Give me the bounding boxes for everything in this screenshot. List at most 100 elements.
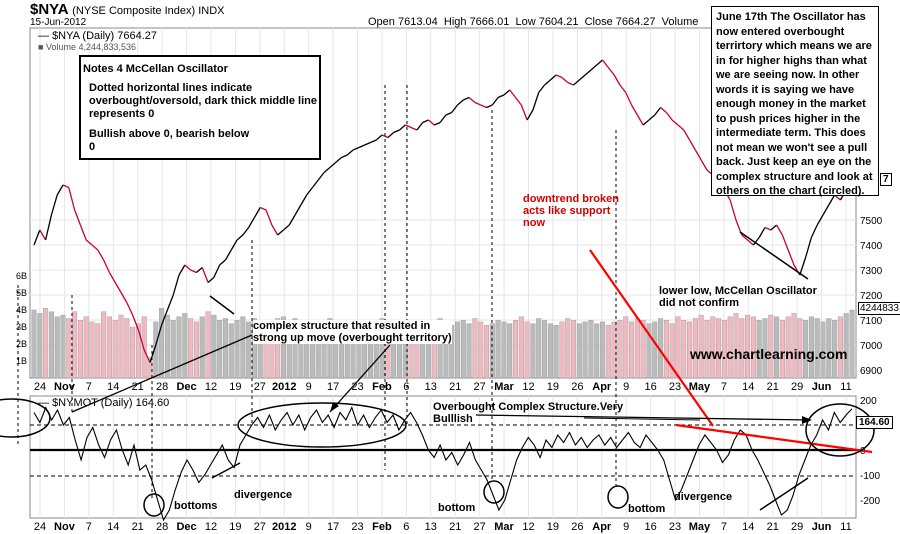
volume-bar [524,321,530,379]
volume-y-tick: 4B [16,305,27,315]
price-segment [44,214,53,241]
price-segment [120,292,128,303]
price-segment [137,329,145,351]
price-segment [434,121,441,126]
circle-bottom [143,493,165,517]
annotation-shapes [0,85,875,517]
volume-bar [687,321,693,379]
price-segment [108,272,116,283]
price-segment [143,349,151,363]
price-segment [399,124,406,131]
volume-bar [629,321,635,379]
x-tick-label: 24 [34,381,46,393]
lower-low-line-2: did not confirm [659,297,740,309]
volume-bar [594,323,600,379]
volume-bar [692,318,698,379]
price-segment [259,206,267,211]
price-y-tick: 7100 [860,316,883,327]
volume-bar [188,318,194,379]
x-tick-label: Jun [812,381,832,393]
bottom-label: bottom [628,503,666,515]
volume-bar [495,320,501,379]
open-label: Open [368,16,395,28]
volume-bar [118,314,124,379]
x-tick-label: Apr [592,521,612,533]
price-y-tick: 7300 [860,266,883,277]
price-segment [422,119,429,124]
overbought-note: Overbought Complex Structure.Very Bullli… [433,401,623,425]
x-tick-label: 28 [156,521,168,533]
x-tick-label: 14 [742,521,754,533]
price-segment [358,144,365,149]
price-segment [619,84,627,93]
arrow-head [802,416,812,424]
price-segment [311,179,319,188]
x-tick-label: 9 [306,381,312,393]
x-tick-label: 11 [840,521,851,533]
price-segment [764,226,772,231]
volume-bar [437,318,443,379]
symbol-title: $NYA (NYSE Composite Index) INDX [30,1,224,18]
x-tick-label: 14 [107,521,119,533]
volume-bar [182,313,188,379]
price-y-tick: 7200 [860,291,883,302]
price-segment [515,97,522,106]
june-note-line: complex structure and look at [716,170,873,183]
low-value: 7604.21 [538,16,579,28]
price-segment [654,107,662,116]
price-segment [364,141,371,146]
x-tick-label: 14 [742,381,754,393]
price-segment [642,119,650,126]
volume-legend-text: Volume 4,244,833,536 [45,42,137,52]
osc-legend-text: $NYMOT (Daily) 164.60 [52,397,170,409]
price-segment [578,74,586,81]
osc-y-tick: -200 [860,496,880,507]
price-segment [741,234,748,241]
june-note-line: we are seeing now. In other [716,69,860,81]
complex-line-2: strong up move (overbought territory) [253,332,452,344]
website-label: www.chartlearning.com [690,346,848,362]
price-segment [445,111,452,116]
volume-bar [530,323,536,379]
x-tick-label: Apr [592,381,612,393]
price-segment [752,237,760,246]
volume-bar [582,321,588,379]
symbol-name: (NYSE Composite Index) INDX [72,5,225,17]
volume-bar [768,314,774,379]
x-tick-label: 29 [791,381,803,393]
price-segment [230,239,238,251]
price-segment [155,324,163,346]
x-tick-label: Mar [494,521,514,533]
price-segment [405,124,412,129]
volume-bar [60,314,66,379]
volume-bar [820,321,826,379]
price-segment [532,92,540,111]
chart-date: 15-Jun-2012 [30,17,87,28]
volume-bar [808,316,814,379]
x-tick-label: 19 [229,521,241,533]
volume-bar [275,318,281,379]
downtrend-line [589,249,714,427]
x-tick-label: 12 [522,381,534,393]
volume-bar [43,308,49,379]
price-segment [776,224,783,236]
x-tick-label: 17 [327,521,339,533]
x-tick-label: 28 [156,381,168,393]
volume-bar [588,320,594,379]
x-tick-label: 12 [205,521,217,533]
divergence-label: divergence [674,491,733,503]
x-tick-label: 7 [721,521,727,533]
x-tick-label: 7 [86,381,92,393]
price-segment [416,122,424,131]
price-segment [201,267,209,283]
volume-bar [791,313,797,379]
volume-y-tick: 5B [16,288,27,298]
circle-bottom [607,485,629,509]
price-segment [410,126,418,131]
notes-title: Notes 4 McCellan Oscillator [83,63,228,75]
x-tick-label: 27 [254,521,266,533]
price-segment [787,249,795,266]
x-tick-label: 13 [425,521,437,533]
price-segment [700,159,708,171]
price-segment [346,149,354,156]
